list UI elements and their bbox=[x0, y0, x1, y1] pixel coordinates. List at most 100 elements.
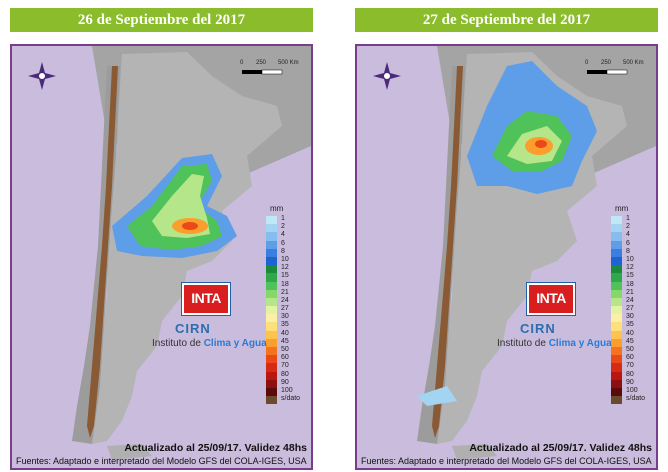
legend-row: 100 bbox=[611, 387, 651, 397]
panel-title: 27 de Septiembre del 2017 bbox=[355, 8, 658, 32]
precip-legend: 1 2 4 6 8 10 12 15 18 21 24 27 30 35 40 … bbox=[266, 215, 306, 405]
compass-rose-icon bbox=[373, 62, 401, 90]
legend-label: 90 bbox=[626, 378, 634, 386]
legend-row: 4 bbox=[611, 231, 651, 241]
legend-row: 24 bbox=[266, 297, 306, 307]
legend-swatch bbox=[611, 297, 622, 307]
legend-swatch bbox=[611, 322, 622, 331]
update-note: Actualizado al 25/09/17. Validez 48hs bbox=[124, 442, 307, 454]
legend-label: 21 bbox=[281, 288, 289, 296]
legend-row: 18 bbox=[611, 280, 651, 290]
legend-swatch bbox=[611, 363, 622, 372]
legend-row-nodata: s/dato bbox=[266, 395, 306, 405]
legend-label: 6 bbox=[281, 239, 285, 247]
legend-label: 15 bbox=[626, 272, 634, 280]
legend-swatch bbox=[266, 371, 277, 380]
legend-label: 18 bbox=[626, 280, 634, 288]
rain-core-center bbox=[535, 140, 547, 148]
legend-row: 80 bbox=[611, 371, 651, 380]
legend-row: 70 bbox=[611, 362, 651, 372]
legend-row: 24 bbox=[611, 297, 651, 307]
legend-swatch bbox=[266, 338, 277, 347]
panel-title: 26 de Septiembre del 2017 bbox=[10, 8, 313, 32]
legend-label: 27 bbox=[281, 305, 289, 313]
legend-swatch bbox=[611, 347, 622, 356]
legend-swatch bbox=[266, 297, 277, 307]
scale-label-250: 250 bbox=[256, 60, 267, 66]
legend-row: 6 bbox=[611, 240, 651, 249]
legend-swatch bbox=[266, 322, 277, 331]
legend-row: 6 bbox=[266, 239, 306, 249]
legend-row: 2 bbox=[266, 223, 306, 233]
legend-row: 60 bbox=[266, 354, 306, 364]
map-panel-sep27: 27 de Septiembre del 2017 0 250 bbox=[355, 8, 658, 470]
legend-label: 4 bbox=[281, 231, 285, 239]
legend-label: 30 bbox=[626, 313, 634, 321]
legend-row: 40 bbox=[611, 329, 651, 339]
legend-label: 4 bbox=[626, 231, 630, 239]
legend-swatch bbox=[266, 216, 277, 225]
legend-label: 60 bbox=[626, 354, 634, 362]
tierra-del-fuego bbox=[452, 444, 497, 460]
legend-label: 35 bbox=[281, 321, 289, 329]
legend-label: 40 bbox=[626, 329, 634, 337]
institute-name: Instituto de Clima y Agua bbox=[152, 338, 267, 349]
legend-row: 15 bbox=[611, 272, 651, 282]
legend-row: 18 bbox=[266, 280, 306, 290]
legend-swatch bbox=[611, 273, 622, 282]
legend-label: 18 bbox=[281, 280, 289, 288]
legend-swatch bbox=[266, 256, 277, 266]
legend-label: 2 bbox=[626, 223, 630, 231]
legend-label: 70 bbox=[626, 362, 634, 370]
legend-swatch bbox=[611, 387, 622, 397]
legend-swatch bbox=[611, 314, 622, 323]
legend-label: 45 bbox=[281, 337, 289, 345]
legend-label: 35 bbox=[626, 321, 634, 329]
legend-swatch bbox=[266, 265, 277, 274]
rain-area-light bbox=[417, 386, 457, 406]
sources-note: Fuentes: Adaptado e interpretado del Mod… bbox=[361, 456, 652, 466]
andes-mountains bbox=[87, 66, 118, 438]
scale-label-0: 0 bbox=[585, 60, 589, 66]
scale-label-0: 0 bbox=[240, 60, 244, 66]
legend-row: 12 bbox=[611, 264, 651, 274]
legend-row: 30 bbox=[611, 313, 651, 323]
legend-label: 45 bbox=[626, 337, 634, 345]
institute-name: Instituto de Clima y Agua bbox=[497, 338, 612, 349]
legend-row: 90 bbox=[611, 378, 651, 388]
cirn-logo-text: CIRN bbox=[175, 321, 211, 336]
legend-label: 27 bbox=[626, 305, 634, 313]
legend-row: 21 bbox=[266, 288, 306, 298]
legend-swatch bbox=[266, 248, 277, 257]
legend-swatch bbox=[611, 379, 622, 388]
legend-row: 27 bbox=[611, 305, 651, 315]
legend-label: 21 bbox=[626, 288, 634, 296]
legend-row: 21 bbox=[611, 288, 651, 298]
legend-swatch bbox=[266, 379, 277, 388]
scale-bar bbox=[242, 69, 283, 75]
scale-bar bbox=[587, 69, 628, 75]
legend-label: 2 bbox=[281, 223, 285, 231]
legend-row: 80 bbox=[266, 371, 306, 380]
legend-swatch bbox=[611, 248, 622, 257]
sources-note: Fuentes: Adaptado e interpretado del Mod… bbox=[16, 456, 307, 466]
legend-row: 12 bbox=[266, 264, 306, 274]
legend-row: 1 bbox=[611, 215, 651, 225]
inta-logo: INTA bbox=[526, 282, 576, 316]
legend-swatch bbox=[611, 338, 622, 347]
legend-swatch bbox=[611, 289, 622, 298]
legend-label: 40 bbox=[281, 329, 289, 337]
legend-label: 10 bbox=[626, 255, 634, 263]
legend-label: 8 bbox=[626, 247, 630, 255]
precip-map bbox=[28, 46, 311, 460]
legend-nodata-label: s/dato bbox=[281, 395, 301, 403]
legend-row: 45 bbox=[266, 337, 306, 347]
legend-swatch bbox=[266, 355, 277, 364]
legend-row: 4 bbox=[266, 231, 306, 241]
legend-row: 27 bbox=[266, 305, 306, 315]
cirn-logo-text: CIRN bbox=[520, 321, 556, 336]
legend-row: 35 bbox=[266, 321, 306, 331]
legend-swatch bbox=[266, 289, 277, 298]
legend-row: 1 bbox=[266, 215, 306, 225]
legend-swatch bbox=[611, 240, 622, 249]
